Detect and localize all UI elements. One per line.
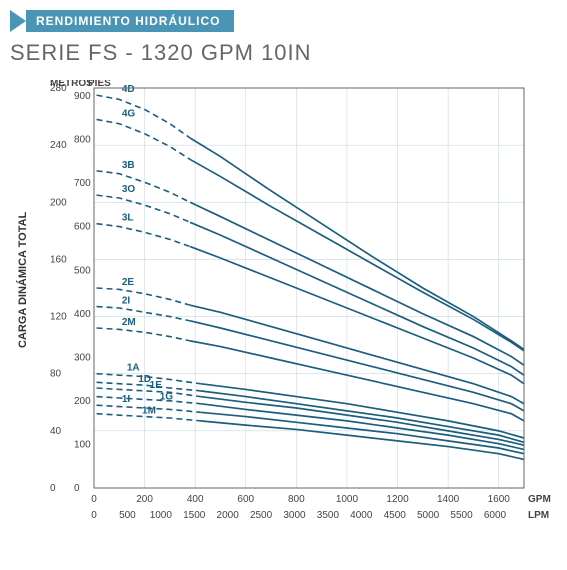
svg-text:4000: 4000 [350,510,373,521]
svg-text:200: 200 [50,197,67,208]
svg-text:700: 700 [74,178,91,189]
svg-text:200: 200 [136,494,153,505]
svg-text:4500: 4500 [384,510,407,521]
svg-text:600: 600 [237,494,254,505]
svg-text:160: 160 [50,254,67,265]
svg-text:500: 500 [119,510,136,521]
header-triangle [10,10,26,32]
svg-text:2500: 2500 [250,510,273,521]
svg-text:3O: 3O [122,184,136,195]
svg-text:METROS: METROS [50,80,93,89]
svg-text:500: 500 [74,265,91,276]
svg-text:0: 0 [74,483,80,494]
svg-text:CARGA DINÁMICA TOTAL: CARGA DINÁMICA TOTAL [16,211,29,348]
svg-text:80: 80 [50,369,62,380]
svg-text:1I: 1I [122,394,131,405]
svg-text:4D: 4D [122,84,135,95]
header-bar: RENDIMIENTO HIDRÁULICO [10,10,557,32]
header-tag: RENDIMIENTO HIDRÁULICO [26,10,234,32]
svg-text:2M: 2M [122,317,136,328]
svg-text:800: 800 [288,494,305,505]
svg-text:400: 400 [74,309,91,320]
svg-text:800: 800 [74,135,91,146]
svg-text:1000: 1000 [150,510,173,521]
svg-text:0: 0 [91,494,97,505]
svg-text:5000: 5000 [417,510,440,521]
svg-text:1600: 1600 [488,494,511,505]
svg-text:GPM: GPM [528,494,551,505]
svg-text:1A: 1A [127,363,140,374]
svg-text:2000: 2000 [217,510,240,521]
svg-text:1400: 1400 [437,494,460,505]
svg-text:3L: 3L [122,213,134,224]
svg-text:3B: 3B [122,160,135,171]
svg-text:40: 40 [50,426,62,437]
svg-text:240: 240 [50,140,67,151]
svg-text:2I: 2I [122,296,131,307]
svg-text:1E: 1E [150,380,163,391]
svg-text:4G: 4G [122,108,136,119]
page-title: SERIE FS - 1320 GPM 10IN [10,40,557,66]
svg-text:400: 400 [187,494,204,505]
svg-text:3500: 3500 [317,510,340,521]
svg-text:3000: 3000 [283,510,306,521]
svg-text:300: 300 [74,352,91,363]
svg-text:LPM: LPM [528,510,549,521]
svg-text:100: 100 [74,439,91,450]
svg-text:900: 900 [74,91,91,102]
performance-chart: 0408012016020024028001002003004005006007… [10,80,557,560]
svg-text:1G: 1G [160,391,174,402]
svg-text:1500: 1500 [183,510,206,521]
svg-text:200: 200 [74,396,91,407]
svg-text:1000: 1000 [336,494,359,505]
svg-text:120: 120 [50,312,67,323]
svg-text:0: 0 [50,483,56,494]
svg-text:2E: 2E [122,277,135,288]
svg-text:1M: 1M [142,406,156,417]
svg-text:5500: 5500 [450,510,473,521]
svg-text:1200: 1200 [386,494,409,505]
svg-text:600: 600 [74,222,91,233]
svg-text:6000: 6000 [484,510,507,521]
svg-text:0: 0 [91,510,97,521]
